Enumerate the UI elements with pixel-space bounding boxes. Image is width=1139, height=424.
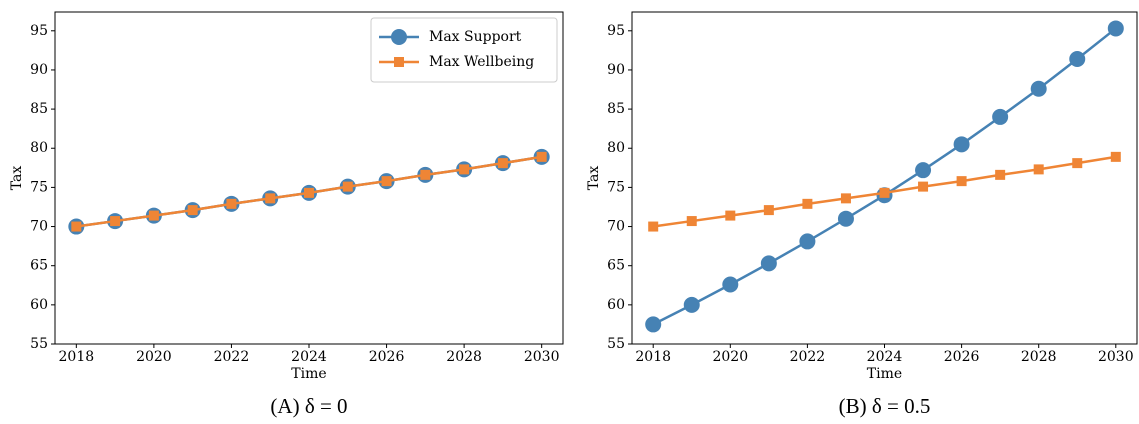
- x-tick-label: 2024: [291, 349, 327, 365]
- marker: [342, 181, 353, 192]
- marker: [226, 198, 237, 209]
- marker: [799, 233, 816, 250]
- marker: [536, 151, 547, 162]
- axes-frame: [631, 11, 1138, 345]
- y-tick-label: 75: [30, 179, 48, 195]
- y-tick-label: 60: [607, 297, 625, 313]
- marker: [304, 187, 314, 198]
- marker: [459, 164, 470, 175]
- marker: [725, 210, 736, 221]
- y-tick-label: 95: [30, 23, 48, 39]
- marker: [956, 176, 967, 187]
- x-tick-label: 2030: [524, 349, 560, 365]
- x-tick-label: 2020: [136, 349, 172, 365]
- legend-label: Max Wellbeing: [429, 54, 534, 70]
- y-tick-label: 75: [607, 179, 625, 195]
- marker: [148, 210, 159, 221]
- marker: [1072, 158, 1083, 169]
- y-axis-label: Tax: [9, 166, 25, 191]
- marker: [1033, 164, 1044, 175]
- marker: [840, 193, 851, 204]
- y-tick-label: 70: [607, 219, 625, 235]
- y-tick-label: 85: [607, 101, 625, 117]
- legend-marker: [391, 29, 407, 45]
- marker: [837, 210, 854, 227]
- marker: [763, 205, 774, 216]
- series-line: [652, 27, 1117, 326]
- y-tick-label: 65: [30, 258, 48, 274]
- x-tick-label: 2030: [1098, 349, 1134, 365]
- y-tick-label: 80: [607, 140, 625, 156]
- y-tick-label: 95: [607, 23, 625, 39]
- marker: [187, 205, 198, 216]
- x-tick-label: 2020: [712, 349, 748, 365]
- caption: (A) δ = 0: [270, 394, 347, 418]
- x-axis-label: Time: [867, 366, 902, 382]
- marker: [760, 255, 777, 272]
- y-tick-label: 90: [607, 62, 625, 78]
- marker: [992, 108, 1009, 125]
- y-axis-label: Tax: [586, 166, 602, 191]
- axes-frame: [54, 11, 564, 345]
- marker: [265, 193, 276, 204]
- x-axis-label: Time: [291, 366, 326, 382]
- x-tick-label: 2022: [790, 349, 826, 365]
- y-tick-label: 85: [30, 101, 48, 117]
- y-tick-label: 65: [607, 258, 625, 274]
- x-tick-label: 2026: [369, 349, 405, 365]
- y-tick-label: 55: [30, 336, 48, 352]
- legend-marker: [394, 57, 404, 67]
- x-tick-label: 2028: [1021, 349, 1057, 365]
- marker: [497, 158, 508, 169]
- y-tick-label: 80: [30, 140, 48, 156]
- legend-label: Max Support: [429, 29, 522, 45]
- marker: [722, 276, 739, 293]
- marker: [1030, 80, 1047, 97]
- marker: [1107, 20, 1124, 37]
- marker: [802, 198, 813, 209]
- marker: [420, 169, 431, 180]
- x-tick-label: 2018: [635, 349, 671, 365]
- marker: [648, 221, 659, 232]
- marker: [683, 296, 700, 313]
- y-tick-label: 55: [607, 336, 625, 352]
- marker: [645, 316, 662, 333]
- marker: [110, 216, 121, 227]
- x-tick-label: 2028: [446, 349, 482, 365]
- x-tick-label: 2026: [944, 349, 980, 365]
- y-tick-label: 70: [30, 219, 48, 235]
- marker: [915, 162, 932, 179]
- marker: [918, 181, 929, 192]
- y-tick-label: 60: [30, 297, 48, 313]
- marker: [1110, 151, 1121, 162]
- caption: (B) δ = 0.5: [839, 394, 931, 418]
- marker: [879, 187, 890, 198]
- marker: [1069, 50, 1086, 67]
- y-tick-label: 90: [30, 62, 48, 78]
- legend-box: [370, 17, 558, 83]
- x-tick-label: 2024: [867, 349, 903, 365]
- marker: [71, 221, 82, 232]
- marker: [995, 169, 1006, 180]
- marker: [686, 216, 697, 227]
- marker: [953, 136, 970, 153]
- x-tick-label: 2022: [214, 349, 250, 365]
- marker: [381, 176, 392, 187]
- x-tick-label: 2018: [59, 349, 95, 365]
